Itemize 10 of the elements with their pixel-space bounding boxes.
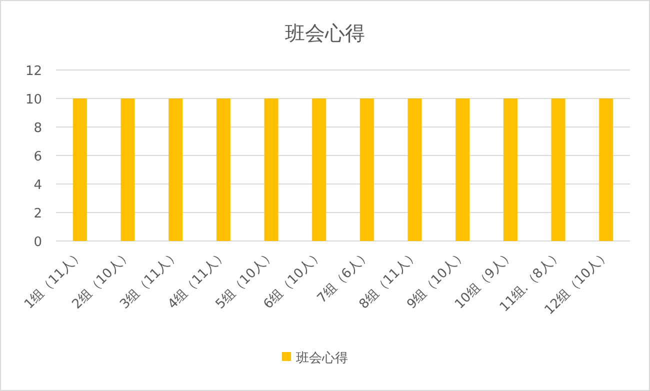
y-tick-label: 10	[25, 92, 42, 108]
y-tick-label: 0	[34, 235, 42, 250]
y-tick-label: 8	[34, 121, 42, 136]
chart-title: 班会心得	[285, 21, 365, 45]
legend-label: 班会心得	[296, 350, 348, 366]
y-tick-label: 12	[25, 64, 42, 79]
y-tick-label: 2	[34, 206, 42, 222]
y-tick-label: 4	[34, 178, 42, 193]
legend: 班会心得	[282, 351, 348, 366]
y-tick-label: 6	[34, 150, 42, 164]
